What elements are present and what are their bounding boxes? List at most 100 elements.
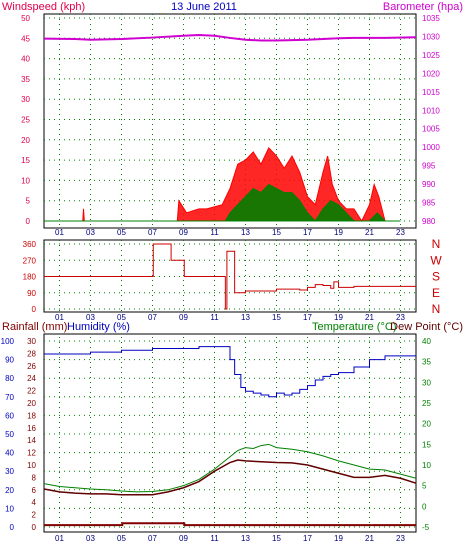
hour-tick: 01 <box>55 228 64 237</box>
hour-tick: 13 <box>241 313 250 322</box>
windspeed-tick: 45 <box>21 34 30 43</box>
hour-tick: 21 <box>365 228 374 237</box>
hour-tick: 05 <box>117 534 126 543</box>
direction-tick: 270 <box>23 256 37 265</box>
compass-letter: N <box>432 237 441 251</box>
hour-tick: 23 <box>396 313 405 322</box>
barometer-tick: 1005 <box>422 125 440 134</box>
barometer-tick-labels: 980 985 990 995 1000 1005 1010 1015 1020 1025 1030… <box>422 14 440 226</box>
hour-tick: 03 <box>86 228 95 237</box>
temperature-tick: 5 <box>422 482 427 491</box>
hour-tick: 07 <box>148 228 157 237</box>
windspeed-tick: 40 <box>21 55 30 64</box>
windspeed-tick: 5 <box>26 197 31 206</box>
humidity-tick: 0 <box>10 523 15 532</box>
hour-tick-labels: 01 03 05 07 09 11 13 15 17 19 21 23 01 03 05 07 09 11 13 15… <box>55 228 405 543</box>
temp-hum-series <box>43 346 417 527</box>
rainfall-tick: 10 <box>27 461 36 470</box>
hour-tick: 01 <box>55 313 64 322</box>
temperature-tick: 30 <box>422 378 431 387</box>
hour-tick: 17 <box>303 534 312 543</box>
gust-series <box>44 147 401 223</box>
rainfall-tick: 4 <box>32 498 37 507</box>
temperature-tick: 40 <box>422 337 431 346</box>
rainfall-axis-label: Rainfall (mm) <box>2 321 67 333</box>
hour-tick: 15 <box>272 313 281 322</box>
humidity-line <box>44 346 416 398</box>
rainfall-tick: 16 <box>27 424 36 433</box>
barometer-tick: 1015 <box>422 88 440 97</box>
rainfall-tick: 28 <box>27 349 36 358</box>
hour-tick: 07 <box>148 313 157 322</box>
direction-series <box>44 243 416 310</box>
chart-title: 13 June 2011 <box>171 1 237 13</box>
hour-tick: 15 <box>272 228 281 237</box>
temp-gridlines <box>44 337 416 531</box>
humidity-tick: 90 <box>5 356 14 365</box>
hour-tick: 09 <box>179 228 188 237</box>
hour-tick: 23 <box>396 228 405 237</box>
rainfall-line <box>44 522 416 527</box>
direction-tick: 90 <box>27 289 36 298</box>
wind-gridlines <box>44 14 416 225</box>
barometer-tick: 1020 <box>422 69 440 78</box>
barometer-tick: 995 <box>422 162 436 171</box>
compass-letter: E <box>432 286 440 300</box>
humidity-tick: 80 <box>5 374 14 383</box>
barometer-tick: 980 <box>422 217 436 226</box>
direction-tick: 180 <box>23 273 37 282</box>
hour-tick: 01 <box>55 534 64 543</box>
barometer-axis-label: Barometer (hpa) <box>383 1 463 13</box>
windspeed-tick: 50 <box>21 14 30 23</box>
hour-tick: 11 <box>210 534 219 543</box>
hour-tick: 03 <box>86 534 95 543</box>
direction-tick: 360 <box>23 240 37 249</box>
hour-tick: 05 <box>117 313 126 322</box>
rainfall-tick: 6 <box>32 486 37 495</box>
temperature-tick: 35 <box>422 358 431 367</box>
barometer-tick: 990 <box>422 180 436 189</box>
humidity-tick: 60 <box>5 411 14 420</box>
hour-tick: 21 <box>365 534 374 543</box>
barometer-line <box>43 33 417 42</box>
hour-tick: 17 <box>303 313 312 322</box>
hour-tick: 11 <box>210 313 219 322</box>
rainfall-tick: 8 <box>32 473 37 482</box>
windspeed-tick: 35 <box>21 75 30 84</box>
temperature-tick: 15 <box>422 440 431 449</box>
hour-tick: 23 <box>396 534 405 543</box>
humidity-rain-tick-labels: 0102030405060708090100024681012141618202… <box>1 337 37 532</box>
hour-tick: 09 <box>179 313 188 322</box>
direction-tick-labels: 0 90 180 270 360 <box>23 240 37 314</box>
temperature-tick-labels: -5 0 5 10 15 20 25 30 35 40 <box>422 337 431 532</box>
temperature-tick: 25 <box>422 399 431 408</box>
barometer-tick: 1035 <box>422 14 440 23</box>
hour-tick: 11 <box>210 228 219 237</box>
rainfall-tick: 22 <box>27 387 36 396</box>
temperature-tick: -5 <box>422 523 430 532</box>
windspeed-tick: 0 <box>26 217 31 226</box>
temperature-line <box>43 443 417 493</box>
rainfall-tick: 14 <box>27 436 36 445</box>
humidity-tick: 70 <box>5 393 14 402</box>
rainfall-tick: 2 <box>32 511 37 520</box>
average-wind-series <box>44 183 401 222</box>
direction-line <box>44 243 416 310</box>
dewpoint-line <box>43 459 417 496</box>
hour-tick: 19 <box>334 228 343 237</box>
wind-baro-series <box>43 33 417 223</box>
hour-tick: 09 <box>179 534 188 543</box>
humidity-tick: 50 <box>5 430 14 439</box>
humidity-tick: 30 <box>5 467 14 476</box>
humidity-tick: 10 <box>5 504 14 513</box>
dewpoint-axis-label: Dew Point (°C) <box>390 321 463 333</box>
hour-tick: 05 <box>117 228 126 237</box>
humidity-tick: 20 <box>5 486 14 495</box>
barometer-tick: 1030 <box>422 32 440 41</box>
humidity-axis-label: Humidity (%) <box>67 321 130 333</box>
hour-tick: 19 <box>334 313 343 322</box>
rainfall-tick: 18 <box>27 411 36 420</box>
hour-tick: 03 <box>86 313 95 322</box>
